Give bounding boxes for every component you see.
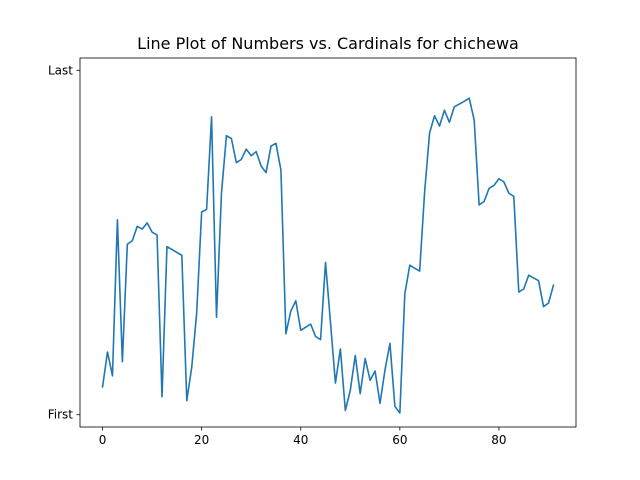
- x-tick-label: 20: [194, 433, 209, 447]
- x-tick-label: 0: [99, 433, 107, 447]
- y-axis: First Last: [48, 63, 80, 422]
- x-tick-label: 80: [491, 433, 506, 447]
- y-tick-label: First: [48, 408, 74, 422]
- plot-area: [101, 97, 555, 414]
- y-tick-label: Last: [48, 63, 73, 77]
- series-line-0: [101, 97, 555, 414]
- x-tick-label: 60: [392, 433, 407, 447]
- x-axis: 0 20 40 60 80: [99, 427, 507, 447]
- x-tick-label: 40: [293, 433, 308, 447]
- axes-frame: [79, 57, 577, 428]
- chart-title: Line Plot of Numbers vs. Cardinals for c…: [137, 34, 519, 53]
